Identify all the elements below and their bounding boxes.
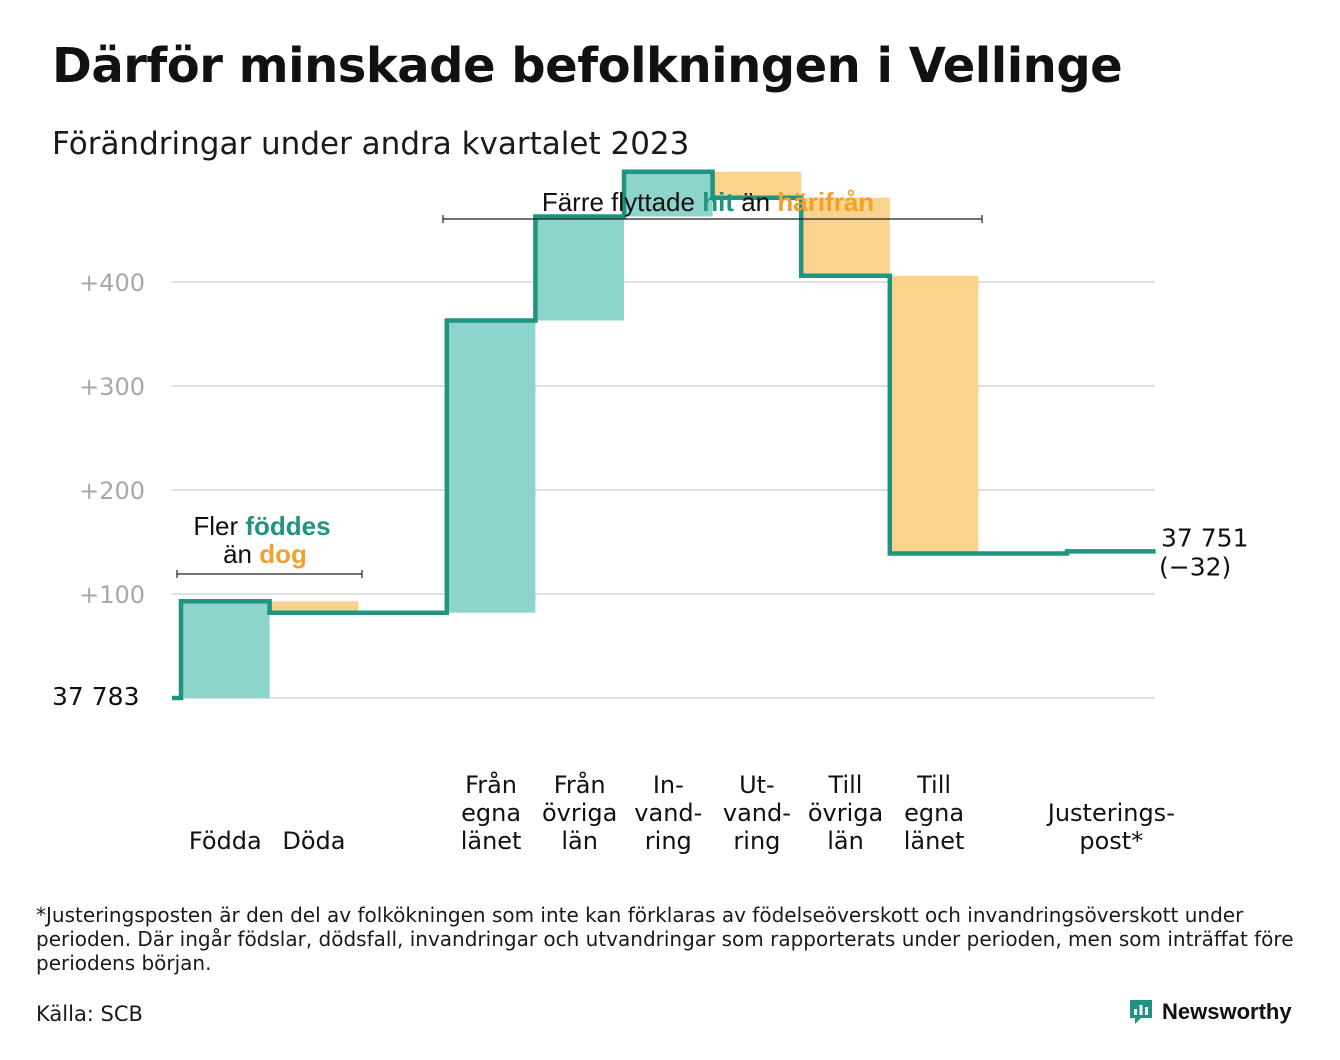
category-label: Från (465, 770, 517, 799)
category-label: övriga (808, 799, 883, 827)
category-label: län (827, 827, 864, 855)
y-tick-label: +300 (79, 373, 145, 401)
y-tick-label: +200 (79, 477, 145, 505)
category-label: egna (461, 799, 521, 827)
category-label: Döda (282, 827, 345, 855)
category-label: Till (828, 771, 863, 799)
category-label: länet (461, 827, 522, 855)
category-label: vand- (634, 799, 702, 827)
start-value-label: 37 783 (52, 682, 139, 711)
category-label: In- (653, 771, 684, 799)
running-total-line (172, 169, 1156, 701)
bar-increase (624, 171, 713, 217)
births-annotation: Fler föddes än dog (176, 511, 363, 578)
running-total-path (172, 169, 1156, 701)
category-label: vand- (723, 799, 791, 827)
end-value-label: 37 751 (1161, 523, 1248, 552)
category-label: egna (904, 799, 964, 827)
category-label: Till (916, 771, 951, 799)
newsworthy-logo-icon (1130, 1000, 1152, 1024)
bar-increase (181, 601, 270, 698)
category-label: ring (645, 827, 692, 855)
footnote: *Justeringsposten är den del av folkökni… (36, 903, 1294, 975)
source-label: Källa: SCB (36, 1002, 143, 1026)
bar-increase (446, 320, 536, 613)
chart-subtitle: Förändringar under andra kvartalet 2023 (52, 126, 690, 162)
category-label: post* (1079, 827, 1143, 855)
brand-name: Newsworthy (1162, 999, 1292, 1024)
bar-decrease (801, 197, 890, 276)
category-label: länet (904, 827, 965, 855)
migration-annotation-text: Färre flyttade hit än härifrån (542, 187, 874, 217)
category-label: Ut- (739, 771, 775, 799)
births-annotation-line1: Fler föddes (193, 511, 330, 541)
bars (181, 171, 1156, 698)
bar-decrease (269, 601, 359, 613)
y-tick-label: +100 (79, 581, 145, 609)
category-label: Justerings- (1046, 799, 1175, 827)
category-label: län (561, 827, 598, 855)
category-label: Födda (189, 827, 262, 855)
brand-logo: Newsworthy (1128, 998, 1292, 1026)
bar-decrease (889, 275, 979, 554)
bar-decrease (712, 171, 802, 198)
category-label: övriga (542, 799, 617, 827)
end-change-label: (−32) (1159, 552, 1231, 581)
gridlines (172, 281, 1155, 699)
category-label: Från (554, 770, 606, 799)
y-tick-label: +400 (79, 269, 145, 297)
chart-title: Därför minskade befolkningen i Vellinge (52, 38, 1123, 94)
bar-increase (535, 216, 624, 321)
births-annotation-line2: än dog (223, 539, 307, 569)
category-label: ring (733, 827, 780, 855)
migration-annotation: Färre flyttade hit än härifrån (442, 187, 983, 223)
